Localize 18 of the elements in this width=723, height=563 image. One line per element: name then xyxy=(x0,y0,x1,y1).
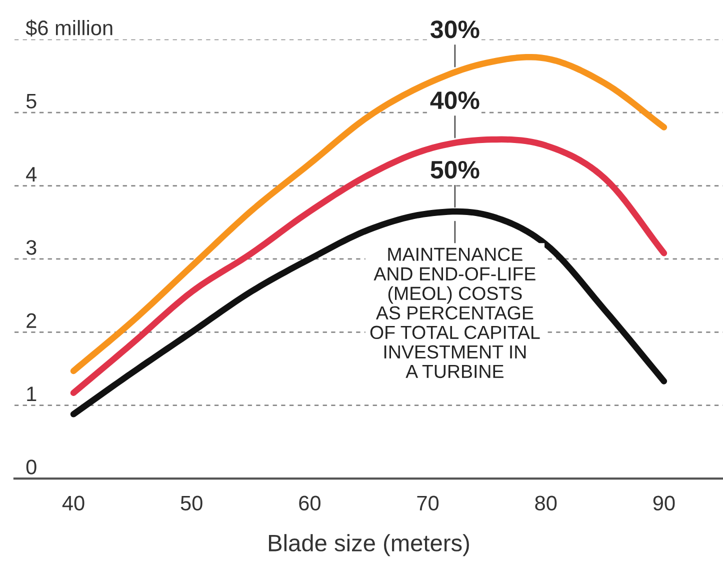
x-axis-title: Blade size (meters) xyxy=(268,534,469,556)
x-tick-label: 70 xyxy=(417,496,439,511)
annotation: MAINTENANCE AND END-OF-LIFE (MEOL) COSTS AS PERCENTAGE OF TOTAL CAPITAL INVESTMENT IN A TURBINE xyxy=(370,248,540,378)
y-tick-label: 2 xyxy=(26,313,36,328)
series-label: 30% xyxy=(430,20,480,38)
x-tick-label: 40 xyxy=(62,496,84,511)
x-tick-label: 60 xyxy=(299,496,320,511)
y-tick-label: 3 xyxy=(26,240,36,255)
x-tick-label: 80 xyxy=(535,496,557,511)
y-tick-label: 0 xyxy=(26,460,36,474)
y-tick-label: 5 xyxy=(26,94,36,108)
y-tick-label: $6 million xyxy=(26,20,112,37)
x-tick-label: 50 xyxy=(180,496,202,511)
y-tick-label: 1 xyxy=(27,386,36,402)
series-label: 40% xyxy=(430,91,480,110)
x-tick-label: 90 xyxy=(653,496,675,511)
series-label: 50% xyxy=(430,160,480,179)
y-tick-label: 4 xyxy=(26,167,37,182)
